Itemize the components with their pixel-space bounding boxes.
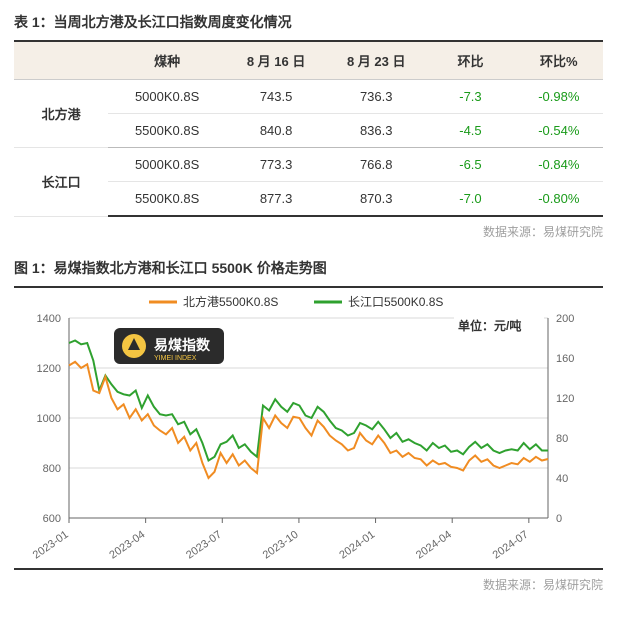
svg-text:北方港5500K0.8S: 北方港5500K0.8S [183,294,278,309]
svg-text:160: 160 [556,353,574,365]
cell-d1: 877.3 [226,182,326,217]
svg-text:2023-04: 2023-04 [107,529,147,562]
svg-text:1000: 1000 [37,413,61,425]
cell-d1: 840.8 [226,114,326,148]
svg-text:2023-07: 2023-07 [184,529,224,562]
svg-text:800: 800 [43,463,61,475]
series-north [69,362,548,478]
svg-text:40: 40 [556,473,568,485]
svg-text:80: 80 [556,433,568,445]
cell-pct: -0.54% [515,114,603,148]
svg-text:2024-04: 2024-04 [414,529,454,562]
svg-text:2023-01: 2023-01 [31,529,71,562]
group-name: 北方港 [14,80,108,148]
table-title: 表 1：当周北方港及长江口指数周度变化情况 [14,12,603,32]
svg-text:1200: 1200 [37,363,61,375]
svg-text:120: 120 [556,393,574,405]
cell-pct: -0.98% [515,80,603,114]
chart-container: 600 800 1000 1200 1400 0 40 80 120 160 200 2023-01 2… [14,286,603,570]
cell-d1: 743.5 [226,80,326,114]
col-coal: 煤种 [108,41,226,80]
cell-diff: -7.0 [426,182,514,217]
chart-title: 图 1：易煤指数北方港和长江口 5500K 价格走势图 [14,258,603,278]
svg-text:2024-01: 2024-01 [337,529,377,562]
index-table: 煤种 8 月 16 日 8 月 23 日 环比 环比% 北方港5000K0.8S… [14,40,603,217]
cell-pct: -0.84% [515,148,603,182]
col-blank [14,41,108,80]
cell-coal: 5000K0.8S [108,148,226,182]
cell-diff: -6.5 [426,148,514,182]
svg-text:YIMEI INDEX: YIMEI INDEX [154,355,197,362]
chart-source: 数据来源：易煤研究院 [14,576,603,593]
svg-text:0: 0 [556,513,562,525]
table-row: 长江口5000K0.8S773.3766.8-6.5-0.84% [14,148,603,182]
col-d1: 8 月 16 日 [226,41,326,80]
svg-text:单位：元/吨: 单位：元/吨 [458,318,521,333]
svg-text:2023-10: 2023-10 [261,529,301,562]
cell-coal: 5500K0.8S [108,182,226,217]
cell-coal: 5000K0.8S [108,80,226,114]
cell-diff: -4.5 [426,114,514,148]
cell-d2: 836.3 [326,114,426,148]
svg-text:1400: 1400 [37,313,61,325]
cell-coal: 5500K0.8S [108,114,226,148]
svg-text:长江口5500K0.8S: 长江口5500K0.8S [348,295,443,309]
svg-text:2024-07: 2024-07 [491,529,531,562]
table-source: 数据来源：易煤研究院 [14,223,603,240]
group-name: 长江口 [14,148,108,217]
col-pct: 环比% [515,41,603,80]
price-chart: 600 800 1000 1200 1400 0 40 80 120 160 200 2023-01 2… [14,288,603,568]
cell-pct: -0.80% [515,182,603,217]
svg-text:600: 600 [43,513,61,525]
col-diff: 环比 [426,41,514,80]
cell-d1: 773.3 [226,148,326,182]
cell-diff: -7.3 [426,80,514,114]
svg-text:易煤指数: 易煤指数 [154,337,211,353]
table-row: 北方港5000K0.8S743.5736.3-7.3-0.98% [14,80,603,114]
cell-d2: 766.8 [326,148,426,182]
svg-text:200: 200 [556,313,574,325]
col-d2: 8 月 23 日 [326,41,426,80]
cell-d2: 870.3 [326,182,426,217]
cell-d2: 736.3 [326,80,426,114]
